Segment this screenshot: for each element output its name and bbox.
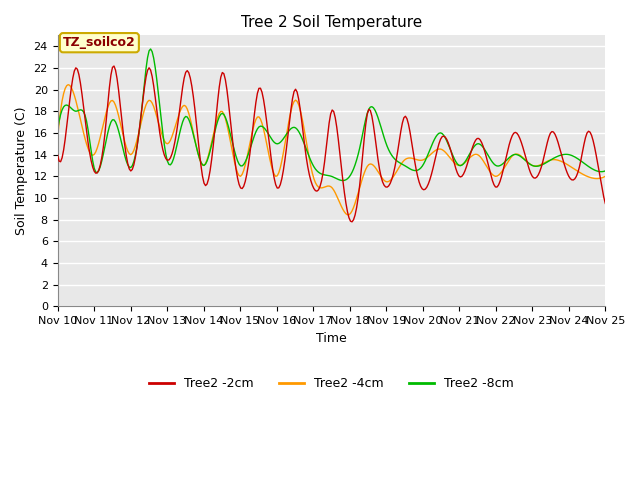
Tree2 -4cm	[295, 102, 303, 108]
Tree2 -4cm	[218, 108, 226, 114]
Tree2 -4cm	[574, 168, 582, 174]
Tree2 -8cm	[339, 178, 347, 183]
Tree2 -2cm	[218, 70, 226, 75]
Tree2 -2cm	[348, 219, 356, 225]
Text: TZ_soilco2: TZ_soilco2	[63, 36, 136, 49]
Tree2 -4cm	[237, 173, 244, 179]
Tree2 -4cm	[344, 212, 351, 217]
Line: Tree2 -2cm: Tree2 -2cm	[58, 66, 605, 222]
Tree2 -2cm	[237, 185, 244, 191]
Tree2 -8cm	[237, 163, 244, 169]
Tree2 -4cm	[246, 141, 253, 147]
Tree2 -8cm	[574, 156, 582, 162]
Tree2 -4cm	[602, 173, 609, 179]
Tree2 -8cm	[147, 46, 154, 52]
Tree2 -8cm	[246, 147, 253, 153]
Tree2 -2cm	[110, 63, 118, 69]
Tree2 -2cm	[295, 96, 303, 102]
Tree2 -4cm	[122, 144, 130, 150]
Tree2 -8cm	[602, 168, 609, 174]
Tree2 -8cm	[295, 129, 303, 134]
Tree2 -2cm	[54, 152, 61, 157]
Tree2 -2cm	[122, 152, 130, 158]
Legend: Tree2 -2cm, Tree2 -4cm, Tree2 -8cm: Tree2 -2cm, Tree2 -4cm, Tree2 -8cm	[145, 372, 518, 396]
Title: Tree 2 Soil Temperature: Tree 2 Soil Temperature	[241, 15, 422, 30]
Tree2 -4cm	[54, 135, 61, 141]
Tree2 -8cm	[121, 153, 129, 158]
Y-axis label: Soil Temperature (C): Soil Temperature (C)	[15, 107, 28, 235]
Tree2 -2cm	[602, 201, 609, 206]
Line: Tree2 -8cm: Tree2 -8cm	[58, 49, 605, 180]
Line: Tree2 -4cm: Tree2 -4cm	[58, 84, 605, 215]
Tree2 -8cm	[218, 110, 226, 116]
X-axis label: Time: Time	[316, 332, 347, 345]
Tree2 -8cm	[54, 128, 61, 133]
Tree2 -4cm	[65, 82, 72, 87]
Tree2 -2cm	[574, 169, 582, 175]
Tree2 -2cm	[246, 152, 253, 157]
